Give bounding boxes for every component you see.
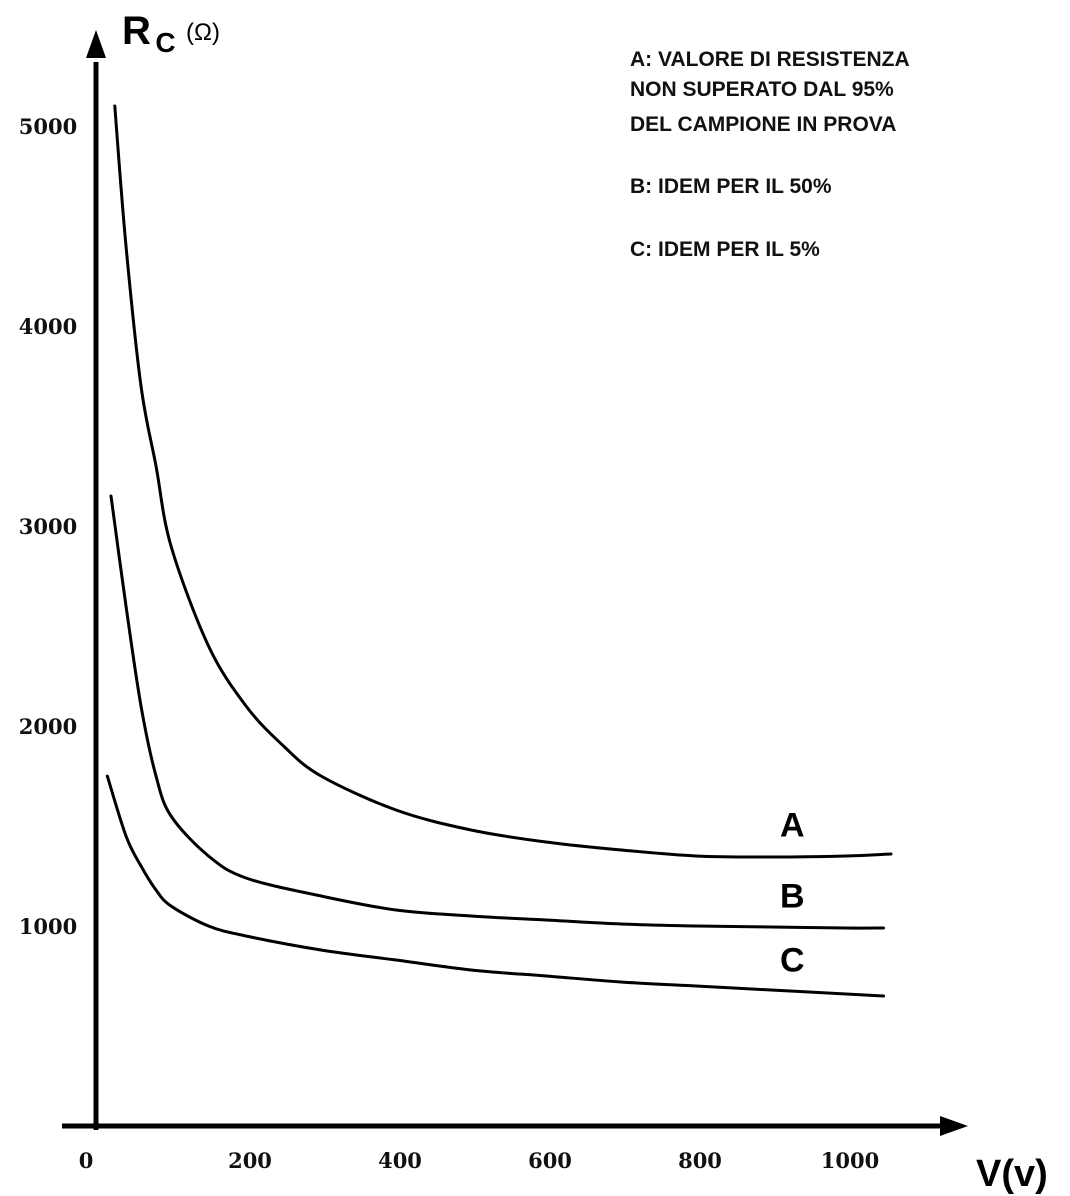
series-labels: ABC [780,807,805,980]
x-tick-label: 1000 [821,1148,879,1173]
series-label-c: C [780,942,805,980]
y-axis-arrowhead [86,30,106,58]
y-tick-label: 1000 [19,914,77,939]
x-tick-label: 200 [228,1148,272,1173]
y-tick-label: 3000 [19,514,77,539]
legend-line-3: DEL CAMPIONE IN PROVA [630,113,896,136]
x-tick-label: 800 [678,1148,722,1173]
y-tick-label: 4000 [19,314,77,339]
series-curve-a [113,104,893,859]
series-curves [105,104,893,998]
series-curve-c [105,774,885,998]
series-label-a: A [780,807,805,845]
x-tick-labels: 0 200 400 600 800 1000 [79,1148,880,1173]
legend-line-5: C: IDEM PER IL 5% [630,238,820,261]
y-tick-labels: 5000 4000 3000 2000 1000 [19,114,77,939]
legend-line-4: B: IDEM PER IL 50% [630,175,832,198]
y-axis-title-unit: (Ω) [186,19,220,46]
y-tick-label: 2000 [19,714,77,739]
legend-notes: A: VALORE DI RESISTENZA NON SUPERATO DAL… [630,48,910,261]
legend-line-1: A: VALORE DI RESISTENZA [630,48,910,71]
x-axis-arrowhead [940,1116,968,1136]
x-tick-label: 400 [378,1148,422,1173]
series-curve-b [109,494,885,930]
y-axis-title: R C (Ω) [122,9,220,58]
series-label-b: B [780,877,805,915]
y-tick-label: 5000 [19,114,77,139]
y-axis-title-sub: C [155,27,175,58]
x-tick-label: 600 [528,1148,572,1173]
y-axis-title-main: R [122,9,151,53]
legend-line-2: NON SUPERATO DAL 95% [630,78,894,101]
x-tick-label: 0 [79,1148,94,1173]
x-axis-title: V(v) [976,1153,1048,1195]
